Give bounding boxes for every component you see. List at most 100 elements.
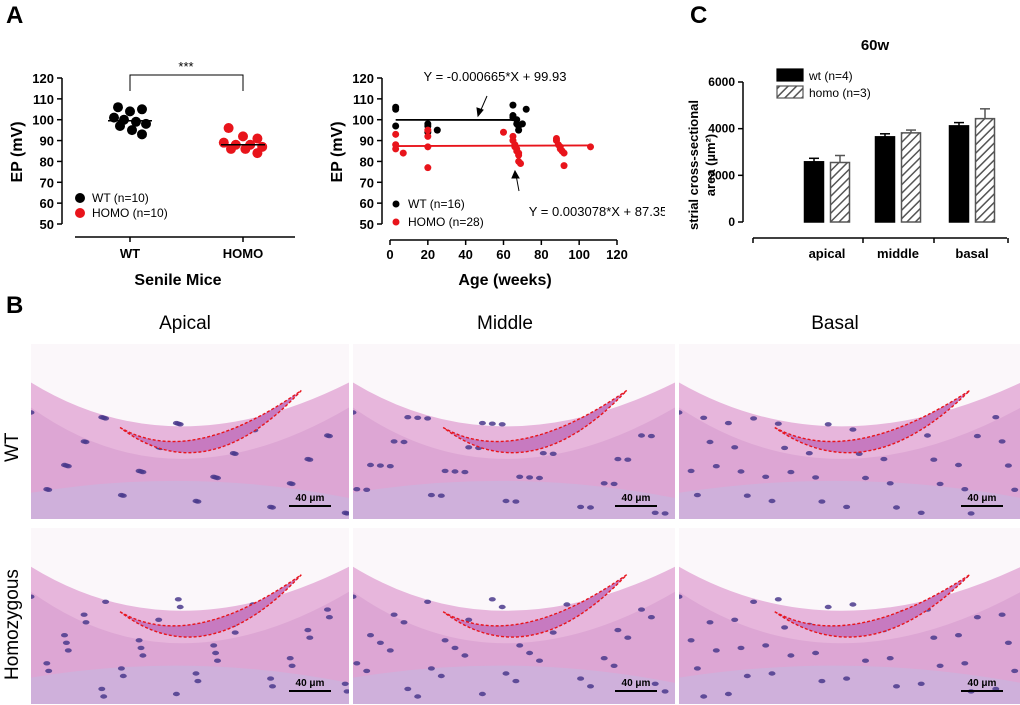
micrograph-homozygous-basal: 40 μm <box>678 527 1020 705</box>
data-point <box>424 143 432 151</box>
data-point <box>587 143 595 151</box>
data-point <box>522 105 530 113</box>
y-tick-label: 60 <box>40 196 54 211</box>
legend-label: HOMO (n=10) <box>92 206 168 220</box>
x-tick-label: 100 <box>568 247 590 262</box>
stria-vascularis-outline <box>774 574 971 638</box>
chart-xlabel: Senile Mice <box>134 272 221 289</box>
fit-equation-wt: Y = -0.000665*X + 99.93 <box>424 69 567 84</box>
chart-xlabel: Age (weeks) <box>458 272 551 289</box>
y-tick-label: 110 <box>33 92 54 107</box>
y-tick-label: 0 <box>728 215 735 229</box>
x-tick-label: 120 <box>606 247 628 262</box>
chart-ep-vs-age: EP (mV) Age (weeks) Y = -0.000665*X + 99… <box>329 69 665 289</box>
scale-bar-line <box>615 505 657 507</box>
significance-label: *** <box>178 59 193 74</box>
stria-vascularis-outline <box>442 574 628 638</box>
data-point <box>137 104 147 115</box>
scale-bar-label: 40 μm <box>621 493 651 504</box>
y-tick-label: 60 <box>360 196 374 211</box>
chart-ylabel: EP (mV) <box>329 121 346 182</box>
legend-marker <box>392 200 400 208</box>
y-tick-label: 90 <box>40 134 54 149</box>
tissue-section <box>353 528 675 704</box>
data-point <box>392 145 400 153</box>
scale-bar: 40 μm <box>961 678 1003 692</box>
y-tick-label: 4000 <box>708 122 735 136</box>
data-point <box>127 125 137 136</box>
data-point <box>424 126 432 134</box>
legend-label: WT (n=16) <box>408 197 465 211</box>
y-tick-label: 100 <box>32 113 54 128</box>
legend-label: homo (n=3) <box>809 86 871 100</box>
data-point <box>392 130 400 138</box>
data-point <box>137 129 147 140</box>
scale-bar-label: 40 μm <box>295 493 325 504</box>
micrograph-wt-apical: 40 μm <box>30 343 350 520</box>
scale-bar: 40 μm <box>615 678 657 692</box>
scale-bar-line <box>615 690 657 692</box>
chart-ylabel-line1: strial cross-sectional <box>686 100 701 230</box>
legend-label: wt (n=4) <box>808 69 853 83</box>
y-tick-label: 70 <box>360 175 374 190</box>
data-point <box>226 143 236 154</box>
tissue-section <box>353 344 675 519</box>
y-tick-label: 2000 <box>708 168 735 182</box>
column-title-apical: Apical <box>159 313 211 334</box>
tissue-section <box>31 528 349 704</box>
stria-vascularis-outline <box>442 389 628 454</box>
bar <box>874 136 896 223</box>
data-point <box>433 126 441 134</box>
data-point <box>252 148 263 159</box>
chart-ep-senile-mice: EP (mV) Senile Mice *** 50 60 70 80 90 100 110… <box>9 59 295 289</box>
significance-bracket <box>129 74 244 91</box>
row-title-homozygous: Homozygous <box>2 569 23 680</box>
scale-bar-label: 40 μm <box>967 493 997 504</box>
chart-title: 60w <box>861 37 890 54</box>
scale-bar-line <box>961 505 1003 507</box>
legend-marker <box>75 193 85 203</box>
data-point <box>424 132 432 140</box>
data-point <box>424 164 432 172</box>
legend-swatch <box>776 85 804 99</box>
x-tick-label: HOMO <box>223 246 263 261</box>
data-point <box>392 105 400 113</box>
legend-label: HOMO (n=28) <box>408 215 484 229</box>
bar <box>948 125 970 223</box>
scale-bar-line <box>289 690 331 692</box>
tissue-section <box>31 344 349 519</box>
x-tick-label: WT <box>120 246 140 261</box>
data-point <box>223 123 234 134</box>
chart-ylabel-line2: area (µm²) <box>703 134 718 196</box>
scale-bar-label: 40 μm <box>967 678 997 689</box>
scale-bar: 40 μm <box>961 493 1003 507</box>
data-point <box>518 120 526 128</box>
column-title-middle: Middle <box>477 313 533 334</box>
bar <box>974 117 996 223</box>
legend-label: WT (n=10) <box>92 191 149 205</box>
legend-marker <box>392 218 400 226</box>
y-tick-label: 90 <box>360 134 374 149</box>
x-tick-label: middle <box>877 246 919 261</box>
panel-label-b: B <box>6 292 24 319</box>
scale-bar-label: 40 μm <box>621 678 651 689</box>
data-point <box>113 102 123 113</box>
scale-bar-label: 40 μm <box>295 678 325 689</box>
data-point <box>115 120 125 131</box>
panel-label-a: A <box>6 2 24 29</box>
scale-bar-line <box>961 690 1003 692</box>
tissue-section <box>679 344 1020 519</box>
data-point <box>240 143 251 154</box>
micrograph-homozygous-middle: 40 μm <box>352 527 676 705</box>
y-tick-label: 120 <box>32 71 54 86</box>
stria-vascularis-outline <box>119 574 302 638</box>
chart-strial-area: 60w strial cross-sectional area (µm²) 0 2… <box>686 37 1009 261</box>
x-tick-label: 60 <box>496 247 510 262</box>
data-point <box>392 122 400 130</box>
scale-bar: 40 μm <box>615 493 657 507</box>
y-tick-label: 120 <box>352 71 374 86</box>
bar <box>829 161 851 223</box>
x-tick-label: 80 <box>534 247 548 262</box>
y-tick-label: 100 <box>352 113 374 128</box>
data-point <box>131 116 141 127</box>
